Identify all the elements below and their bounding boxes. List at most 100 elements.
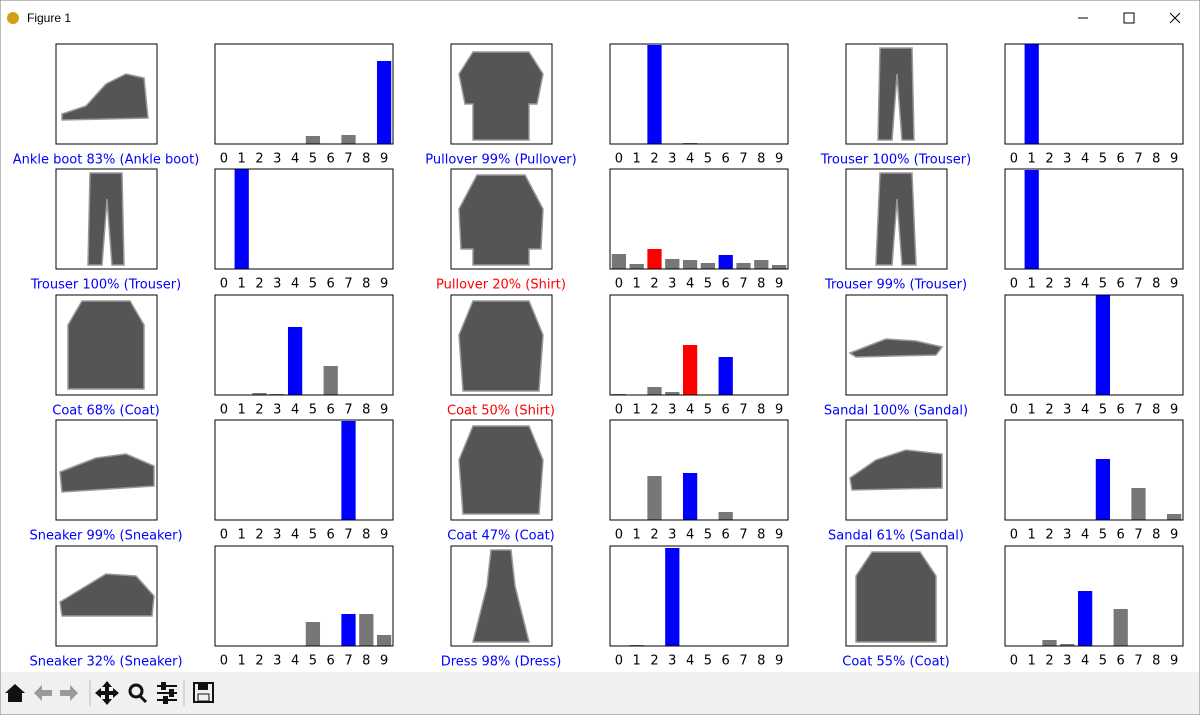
clothing-image <box>61 73 149 121</box>
x-tick-label: 6 <box>1117 403 1125 418</box>
bar <box>1077 591 1093 646</box>
prediction-panel: Ankle boot 83% (Ankle boot) 0 1 2 3 4 5 6 7 8 9 <box>13 43 394 168</box>
bar <box>305 136 321 144</box>
bar <box>287 327 303 395</box>
x-tick-label: 5 <box>309 654 317 669</box>
x-tick-label: 5 <box>309 277 317 292</box>
x-tick-label: 5 <box>1099 403 1107 418</box>
axes-frame <box>214 294 394 396</box>
caption: Pullover 99% (Pullover) <box>425 153 576 168</box>
forward-button[interactable] <box>60 685 78 701</box>
x-tick-label: 9 <box>775 528 783 543</box>
x-tick-label: 8 <box>1152 152 1160 167</box>
x-tick-label: 9 <box>1170 528 1178 543</box>
prediction-panel: Trouser 100% (Trouser) 0 1 2 3 4 5 6 7 8 9 <box>30 168 394 293</box>
x-tick-label: 3 <box>273 528 281 543</box>
x-tick-label: 7 <box>1134 152 1142 167</box>
x-tick-label: 8 <box>757 528 765 543</box>
x-tick-label: 3 <box>273 152 281 167</box>
figure-canvas: Ankle boot 83% (Ankle boot) 0 1 2 3 4 5 6 7 8 9 Pul… <box>13 43 1184 670</box>
bar <box>341 614 356 646</box>
bar <box>323 366 338 395</box>
bar <box>1131 488 1146 520</box>
x-tick-label: 4 <box>291 654 299 669</box>
x-tick-label: 6 <box>722 654 730 669</box>
caption: Ankle boot 83% (Ankle boot) <box>13 153 200 168</box>
prediction-panel: Sneaker 32% (Sneaker) 0 1 2 3 4 5 6 7 8 9 <box>29 545 394 670</box>
clothing-image <box>849 449 943 491</box>
x-tick-label: 2 <box>650 152 658 167</box>
clothing-image <box>458 174 544 266</box>
back-button[interactable] <box>34 685 52 701</box>
home-button[interactable] <box>5 684 25 702</box>
x-tick-label: 1 <box>633 277 641 292</box>
x-tick-label: 4 <box>1081 654 1089 669</box>
x-tick-label: 2 <box>1045 277 1053 292</box>
app-icon <box>7 12 19 24</box>
x-tick-label: 4 <box>686 277 694 292</box>
x-tick-label: 5 <box>704 403 712 418</box>
x-tick-label: 0 <box>220 654 228 669</box>
x-tick-label: 7 <box>344 654 352 669</box>
x-tick-label: 6 <box>1117 277 1125 292</box>
clothing-image <box>855 551 937 643</box>
x-tick-label: 3 <box>1063 277 1071 292</box>
axes-frame <box>1004 43 1184 145</box>
bar <box>1060 644 1075 646</box>
bar <box>647 476 662 520</box>
clothing-image <box>87 172 125 266</box>
x-tick-label: 5 <box>704 152 712 167</box>
axes-frame <box>1004 168 1184 270</box>
save-button[interactable] <box>193 682 214 703</box>
axes-frame <box>1004 294 1184 396</box>
x-tick-label: 9 <box>1170 654 1178 669</box>
x-tick-label: 9 <box>775 277 783 292</box>
prediction-panel: Coat 55% (Coat) 0 1 2 3 4 5 6 7 8 9 <box>842 545 1184 670</box>
x-tick-label: 3 <box>668 403 676 418</box>
bar <box>1095 295 1111 395</box>
x-tick-label: 8 <box>757 403 765 418</box>
x-tick-label: 3 <box>668 277 676 292</box>
x-tick-label: 9 <box>1170 152 1178 167</box>
x-tick-label: 8 <box>362 403 370 418</box>
bar <box>736 263 751 269</box>
bar <box>376 61 392 144</box>
x-tick-label: 4 <box>686 152 694 167</box>
clothing-image <box>458 300 544 392</box>
x-tick-label: 4 <box>291 277 299 292</box>
configure-button[interactable] <box>157 682 177 704</box>
x-tick-label: 4 <box>291 528 299 543</box>
bar <box>718 357 733 395</box>
bar <box>1024 170 1039 269</box>
x-tick-label: 9 <box>380 528 388 543</box>
pan-button[interactable] <box>95 681 119 705</box>
axes-frame <box>609 294 789 396</box>
x-tick-label: 5 <box>1099 152 1107 167</box>
x-tick-label: 8 <box>1152 654 1160 669</box>
bar <box>647 249 662 269</box>
x-tick-label: 5 <box>704 528 712 543</box>
x-tick-label: 4 <box>686 654 694 669</box>
prediction-panel: Sandal 61% (Sandal) 0 1 2 3 4 5 6 7 8 9 <box>828 419 1184 544</box>
clothing-image <box>59 453 155 493</box>
x-tick-label: 1 <box>1028 654 1036 669</box>
x-tick-label: 1 <box>238 654 246 669</box>
x-tick-label: 7 <box>1134 654 1142 669</box>
x-tick-label: 1 <box>238 528 246 543</box>
axes-frame <box>214 168 394 270</box>
axes-frame <box>1004 545 1184 647</box>
clothing-image <box>875 172 917 266</box>
x-tick-label: 8 <box>757 654 765 669</box>
prediction-panel: Sandal 100% (Sandal) 0 1 2 3 4 5 6 7 8 9 <box>824 294 1184 419</box>
zoom-button[interactable] <box>128 683 148 704</box>
prediction-panel: Pullover 99% (Pullover) 0 1 2 3 4 5 6 7 8 9 <box>425 43 789 168</box>
close-button[interactable] <box>1169 12 1181 24</box>
bar <box>341 135 356 144</box>
bar <box>1095 459 1111 520</box>
maximize-button[interactable] <box>1123 12 1135 24</box>
x-tick-label: 0 <box>220 403 228 418</box>
caption: Dress 98% (Dress) <box>441 655 562 670</box>
x-tick-label: 5 <box>1099 277 1107 292</box>
x-tick-label: 1 <box>1028 403 1036 418</box>
bar <box>1113 609 1128 646</box>
